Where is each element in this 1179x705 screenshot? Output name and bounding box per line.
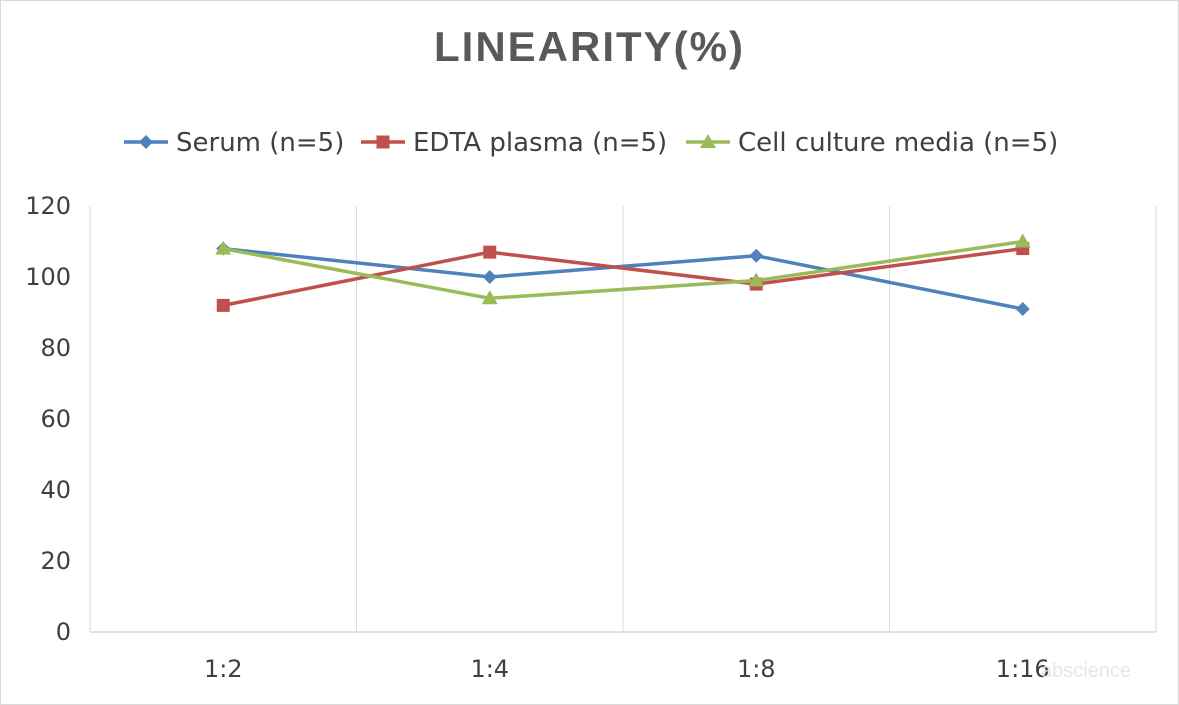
data-point-series-2 xyxy=(216,298,230,312)
x-tick-label: 1:2 xyxy=(204,655,243,683)
data-point-series-3 xyxy=(215,240,232,255)
y-tick-label: 60 xyxy=(40,405,71,433)
legend-label-2: EDTA plasma (n=5) xyxy=(413,128,667,158)
y-tick-label: 120 xyxy=(25,192,71,220)
data-point-series-1 xyxy=(482,270,497,284)
x-tick-label: 1:16 xyxy=(996,655,1050,683)
legend-label-1: Serum (n=5) xyxy=(176,128,344,158)
series-line-1 xyxy=(223,246,1024,311)
data-point-series-3 xyxy=(1014,233,1031,248)
legend-marker-3 xyxy=(700,134,716,148)
data-point-series-1 xyxy=(1015,301,1030,316)
data-point-series-3 xyxy=(481,290,498,305)
data-point-series-1 xyxy=(749,248,764,263)
y-tick-label: 40 xyxy=(40,476,71,504)
y-tick-label: 100 xyxy=(25,263,71,291)
series-line-3 xyxy=(222,239,1024,301)
chart-title: LINEARITY(%) xyxy=(434,23,745,70)
watermark-text: abscience xyxy=(1041,660,1131,682)
y-tick-label: 20 xyxy=(40,547,71,575)
x-tick-label: 1:4 xyxy=(470,655,509,683)
y-tick-label: 0 xyxy=(56,618,71,646)
data-point-series-3 xyxy=(748,272,765,287)
y-tick-label: 80 xyxy=(40,334,71,362)
legend-marker-2 xyxy=(376,135,390,149)
legend-marker-1 xyxy=(139,135,153,149)
legend-label-3: Cell culture media (n=5) xyxy=(738,128,1058,158)
series-line-2 xyxy=(222,246,1023,308)
x-tick-label: 1:8 xyxy=(737,655,776,683)
data-point-series-2 xyxy=(483,245,497,259)
